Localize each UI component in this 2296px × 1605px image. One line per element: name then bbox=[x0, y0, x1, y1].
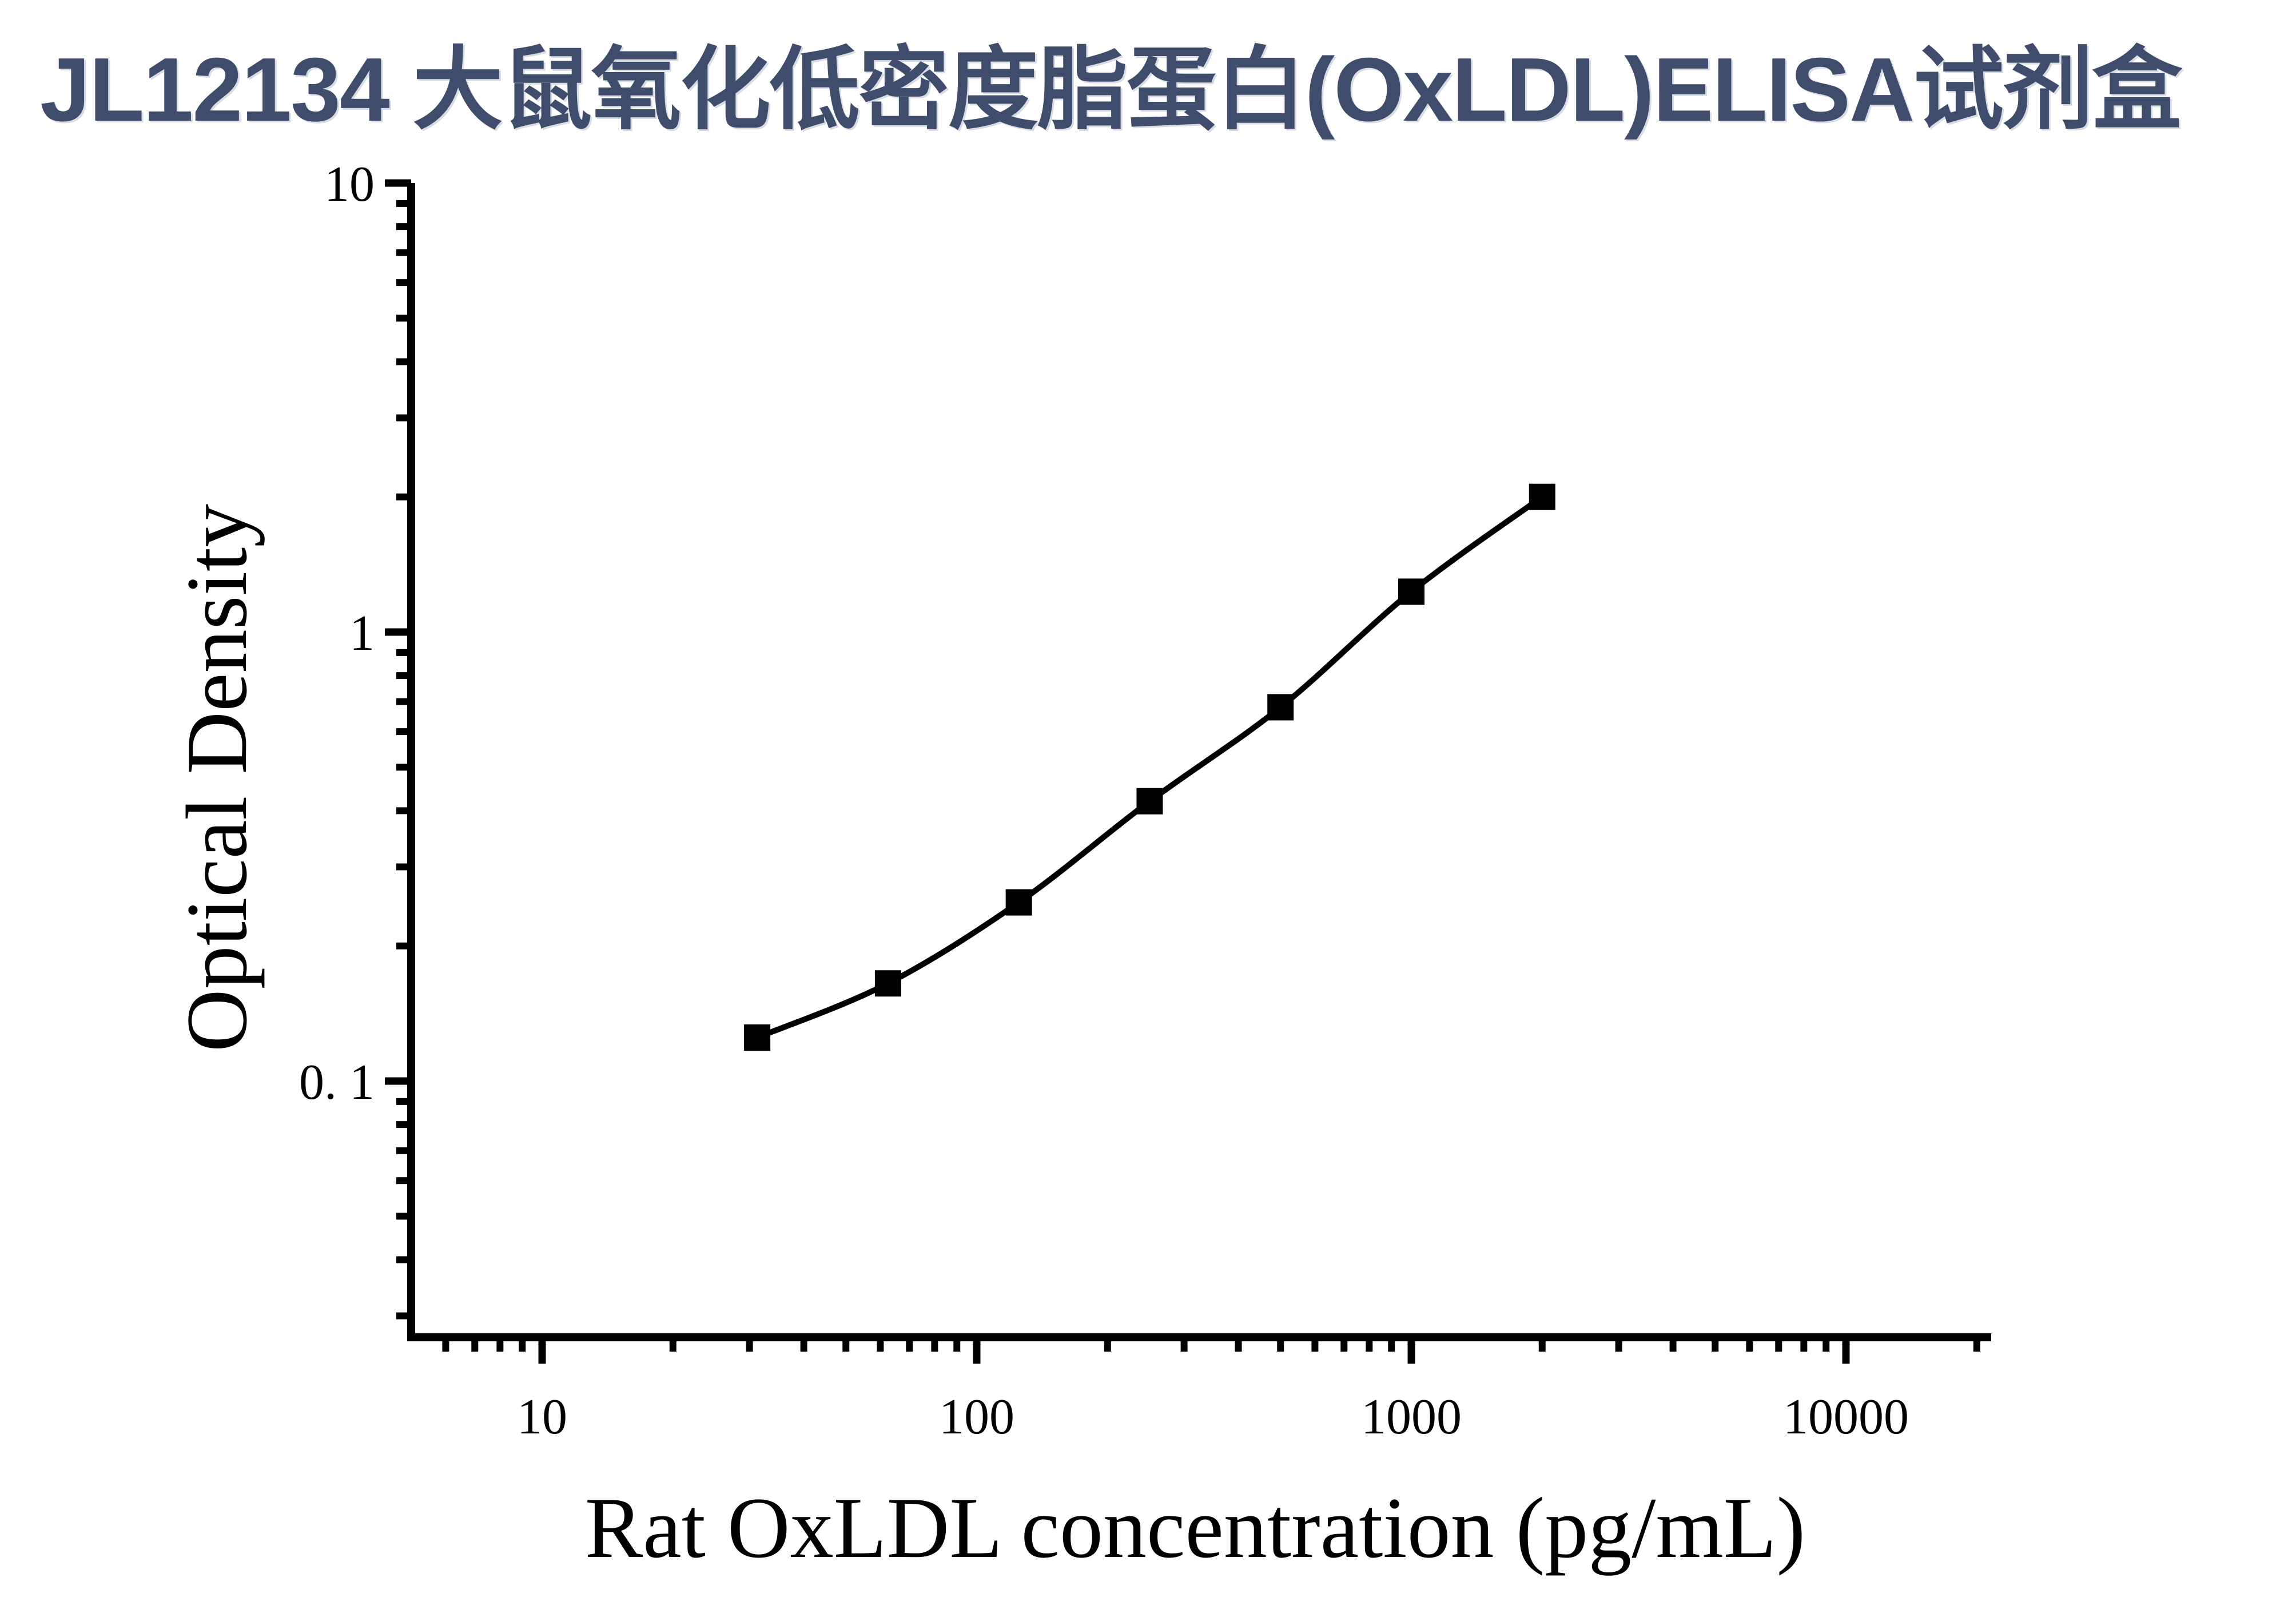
series-standard-curve bbox=[744, 483, 1555, 1051]
x-tick-label: 10000 bbox=[1783, 1389, 1909, 1445]
data-point-marker bbox=[744, 1024, 771, 1051]
x-tick-label: 10 bbox=[517, 1389, 567, 1445]
x-tick-label: 1000 bbox=[1361, 1389, 1462, 1445]
data-point-marker bbox=[874, 970, 901, 997]
figure-title: JL12134 大鼠氧化低密度脂蛋白(OxLDL)ELISA试剂盒 bbox=[40, 39, 2182, 140]
x-axis: 10 100 1000 10000 bbox=[442, 1337, 1980, 1445]
x-axis-title: Rat OxLDL concentration (pg/mL) bbox=[585, 1480, 1805, 1576]
x-tick-label: 100 bbox=[939, 1389, 1014, 1445]
y-axis-title: Optical Density bbox=[169, 504, 265, 1052]
data-point-marker bbox=[1267, 694, 1294, 721]
standard-curve-line bbox=[756, 494, 1544, 1040]
data-point-marker bbox=[1529, 483, 1555, 510]
y-tick-label: 0. 1 bbox=[299, 1055, 375, 1110]
axis-spines bbox=[407, 183, 1991, 1341]
y-axis: 10 1 0. 1 bbox=[299, 157, 411, 1320]
y-tick-label: 1 bbox=[349, 606, 375, 661]
y-tick-label: 10 bbox=[324, 157, 375, 212]
data-point-marker bbox=[1005, 889, 1032, 916]
data-point-marker bbox=[1398, 578, 1424, 605]
data-point-marker bbox=[1136, 788, 1163, 815]
